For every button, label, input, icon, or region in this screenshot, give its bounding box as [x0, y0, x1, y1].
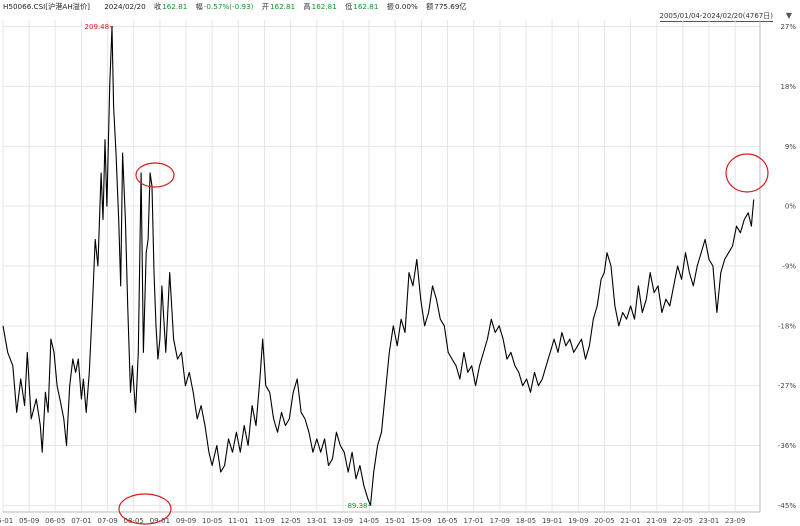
x-tick-label: 21-09	[647, 517, 667, 525]
x-tick-label: 05-01	[0, 517, 13, 525]
volume-label: 额	[426, 2, 434, 11]
y-tick-label: 0%	[785, 203, 796, 211]
change-value: -0.57%(-0.93)	[203, 2, 254, 11]
low-label: 低	[345, 2, 353, 11]
x-tick-label: 07-01	[71, 517, 91, 525]
x-tick-label: 17-09	[490, 517, 510, 525]
close-value: 162.81	[162, 2, 188, 11]
highlight-circle-axis	[118, 493, 172, 525]
high-value: 162.81	[311, 2, 337, 11]
info-bar: H50066.CSI[沪港AH溢价] 2024/02/20 收162.81 幅-…	[3, 1, 473, 13]
turnover-label: 振	[386, 2, 394, 11]
y-tick-label: 18%	[780, 83, 796, 91]
x-tick-label: 07-09	[97, 517, 117, 525]
y-tick-label: -18%	[778, 322, 796, 330]
x-tick-label: 19-09	[568, 517, 588, 525]
open-label: 开	[261, 2, 269, 11]
highlight-circle-latest	[725, 153, 769, 193]
y-tick-label: -27%	[778, 382, 796, 390]
y-tick-label: -45%	[778, 502, 796, 510]
y-tick-label: 27%	[780, 23, 796, 31]
x-tick-label: 12-05	[280, 517, 300, 525]
x-tick-label: 15-09	[411, 517, 431, 525]
x-tick-label: 18-05	[516, 517, 536, 525]
x-tick-label: 20-05	[594, 517, 614, 525]
x-tick-label: 09-09	[176, 517, 196, 525]
x-tick-label: 05-09	[19, 517, 39, 525]
x-tick-label: 23-09	[725, 517, 745, 525]
x-tick-label: 10-05	[202, 517, 222, 525]
x-tick-label: 17-01	[464, 517, 484, 525]
x-tick-label: 19-01	[542, 517, 562, 525]
min-value-label: 89.38	[347, 502, 367, 510]
x-tick-label: 13-01	[307, 517, 327, 525]
low-value: 162.81	[353, 2, 379, 11]
turnover-value: 0.00%	[394, 2, 418, 11]
dropdown-triangle-icon[interactable]: ▼	[785, 11, 792, 20]
high-label: 高	[303, 2, 311, 11]
highlight-circle-2008	[135, 162, 175, 188]
series-line	[2, 26, 755, 506]
x-tick-label: 14-05	[359, 517, 379, 525]
quote-date: 2024/02/20	[104, 2, 146, 11]
open-value: 162.81	[269, 2, 296, 11]
volume-value: 775.69亿	[434, 2, 467, 11]
x-tick-label: 23-01	[699, 517, 719, 525]
x-tick-label: 08-05	[124, 517, 144, 525]
x-tick-label: 13-09	[333, 517, 353, 525]
close-label: 收	[153, 2, 162, 11]
max-value-label: 209.48	[85, 23, 110, 31]
x-tick-label: 16-05	[437, 517, 457, 525]
x-tick-label: 11-09	[254, 517, 274, 525]
x-tick-label: 11-01	[228, 517, 248, 525]
y-tick-label: -36%	[778, 442, 796, 450]
x-tick-label: 21-01	[620, 517, 640, 525]
y-tick-label: -9%	[782, 263, 796, 271]
x-tick-label: 15-01	[385, 517, 405, 525]
change-label: 幅	[195, 2, 203, 11]
x-tick-label: 22-05	[673, 517, 693, 525]
date-range-selector[interactable]: 2005/01/04-2024/02/20(4767日)	[659, 12, 773, 22]
y-tick-label: 9%	[785, 143, 796, 151]
x-tick-label: 06-05	[45, 517, 65, 525]
index-code: H50066.CSI[沪港AH溢价]	[3, 2, 90, 11]
